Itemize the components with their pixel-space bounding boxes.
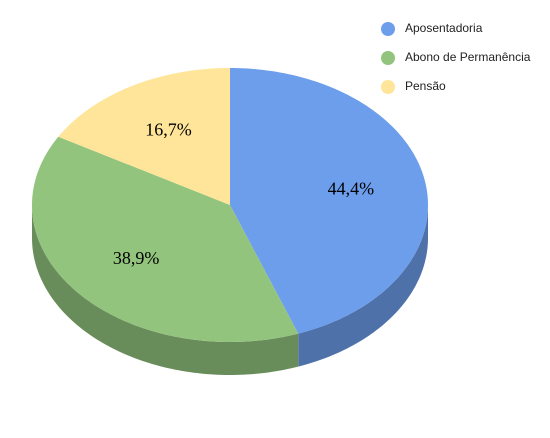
legend-swatch [381,51,395,65]
slice-side [32,205,299,375]
slice [32,136,299,342]
data-label: 16,7% [145,120,192,140]
legend-label: Pensão [405,79,446,93]
slice-side [298,205,428,367]
legend-label: Abono de Permanência [405,50,531,64]
slice [58,68,230,205]
data-label: 38,9% [113,248,160,268]
data-label: 44,4% [328,178,375,198]
legend-swatch [381,80,395,94]
slice [230,68,428,334]
legend-swatch [381,22,395,36]
legend-label: Aposentadoria [405,21,483,35]
